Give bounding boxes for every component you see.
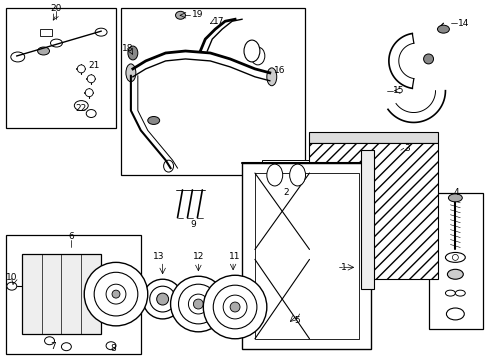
Ellipse shape [445,252,464,262]
Text: 18: 18 [122,44,133,53]
Text: 16: 16 [273,66,285,75]
Ellipse shape [86,109,96,117]
Circle shape [106,284,126,304]
Text: 17: 17 [212,17,224,26]
Circle shape [142,279,182,319]
Text: 3: 3 [403,144,409,153]
Text: 6: 6 [68,232,74,241]
Circle shape [223,295,246,319]
Ellipse shape [175,11,185,19]
Text: 14: 14 [457,19,468,28]
Text: 5: 5 [294,316,300,325]
Bar [309,132,438,143]
Circle shape [85,89,93,96]
Ellipse shape [289,164,305,186]
Ellipse shape [126,64,136,82]
Circle shape [213,285,256,329]
Bar [6,235,141,354]
Bar [121,8,304,175]
Circle shape [87,75,95,83]
Ellipse shape [447,269,462,279]
Circle shape [178,284,218,324]
Text: 7: 7 [51,342,56,351]
Bar [309,143,438,279]
Ellipse shape [250,47,264,65]
Ellipse shape [446,308,463,320]
Circle shape [193,299,203,309]
Text: 15: 15 [392,86,404,95]
Ellipse shape [447,194,461,202]
Text: 4: 4 [452,188,458,197]
Bar [262,160,309,190]
Circle shape [170,276,225,332]
Ellipse shape [74,100,88,111]
Text: 8: 8 [110,344,116,353]
Text: 2: 2 [282,188,288,197]
Ellipse shape [266,68,276,86]
Circle shape [94,272,138,316]
Circle shape [149,286,175,312]
Text: 13: 13 [153,252,164,261]
Text: 21: 21 [88,62,100,71]
Circle shape [188,294,208,314]
Bar [40,29,51,36]
Text: 22: 22 [75,104,86,113]
Text: 11: 11 [229,252,240,261]
Ellipse shape [106,342,116,350]
Bar [360,150,373,289]
Ellipse shape [437,25,448,33]
Text: 9: 9 [190,220,196,229]
Circle shape [203,275,266,339]
Ellipse shape [445,290,454,296]
Text: 10: 10 [6,273,18,282]
Circle shape [84,262,147,326]
Ellipse shape [454,290,464,296]
Circle shape [451,255,457,260]
Bar [6,8,116,129]
Ellipse shape [7,282,17,290]
Ellipse shape [38,47,49,55]
Circle shape [112,290,120,298]
Ellipse shape [50,39,62,47]
Text: 19: 19 [191,10,203,19]
Ellipse shape [61,343,71,351]
Text: 1: 1 [341,263,346,272]
Ellipse shape [244,40,259,62]
Bar [21,255,101,334]
Bar [242,163,370,349]
Circle shape [156,293,168,305]
Circle shape [77,65,85,73]
Circle shape [423,54,433,64]
Circle shape [230,302,240,312]
Ellipse shape [44,337,54,345]
Ellipse shape [128,46,138,60]
Ellipse shape [147,117,160,125]
Ellipse shape [163,160,173,172]
Text: 12: 12 [192,252,203,261]
Ellipse shape [11,52,25,62]
Text: 20: 20 [51,4,62,13]
Bar [254,173,358,339]
Ellipse shape [266,164,282,186]
Ellipse shape [95,28,107,36]
Bar [427,193,482,329]
